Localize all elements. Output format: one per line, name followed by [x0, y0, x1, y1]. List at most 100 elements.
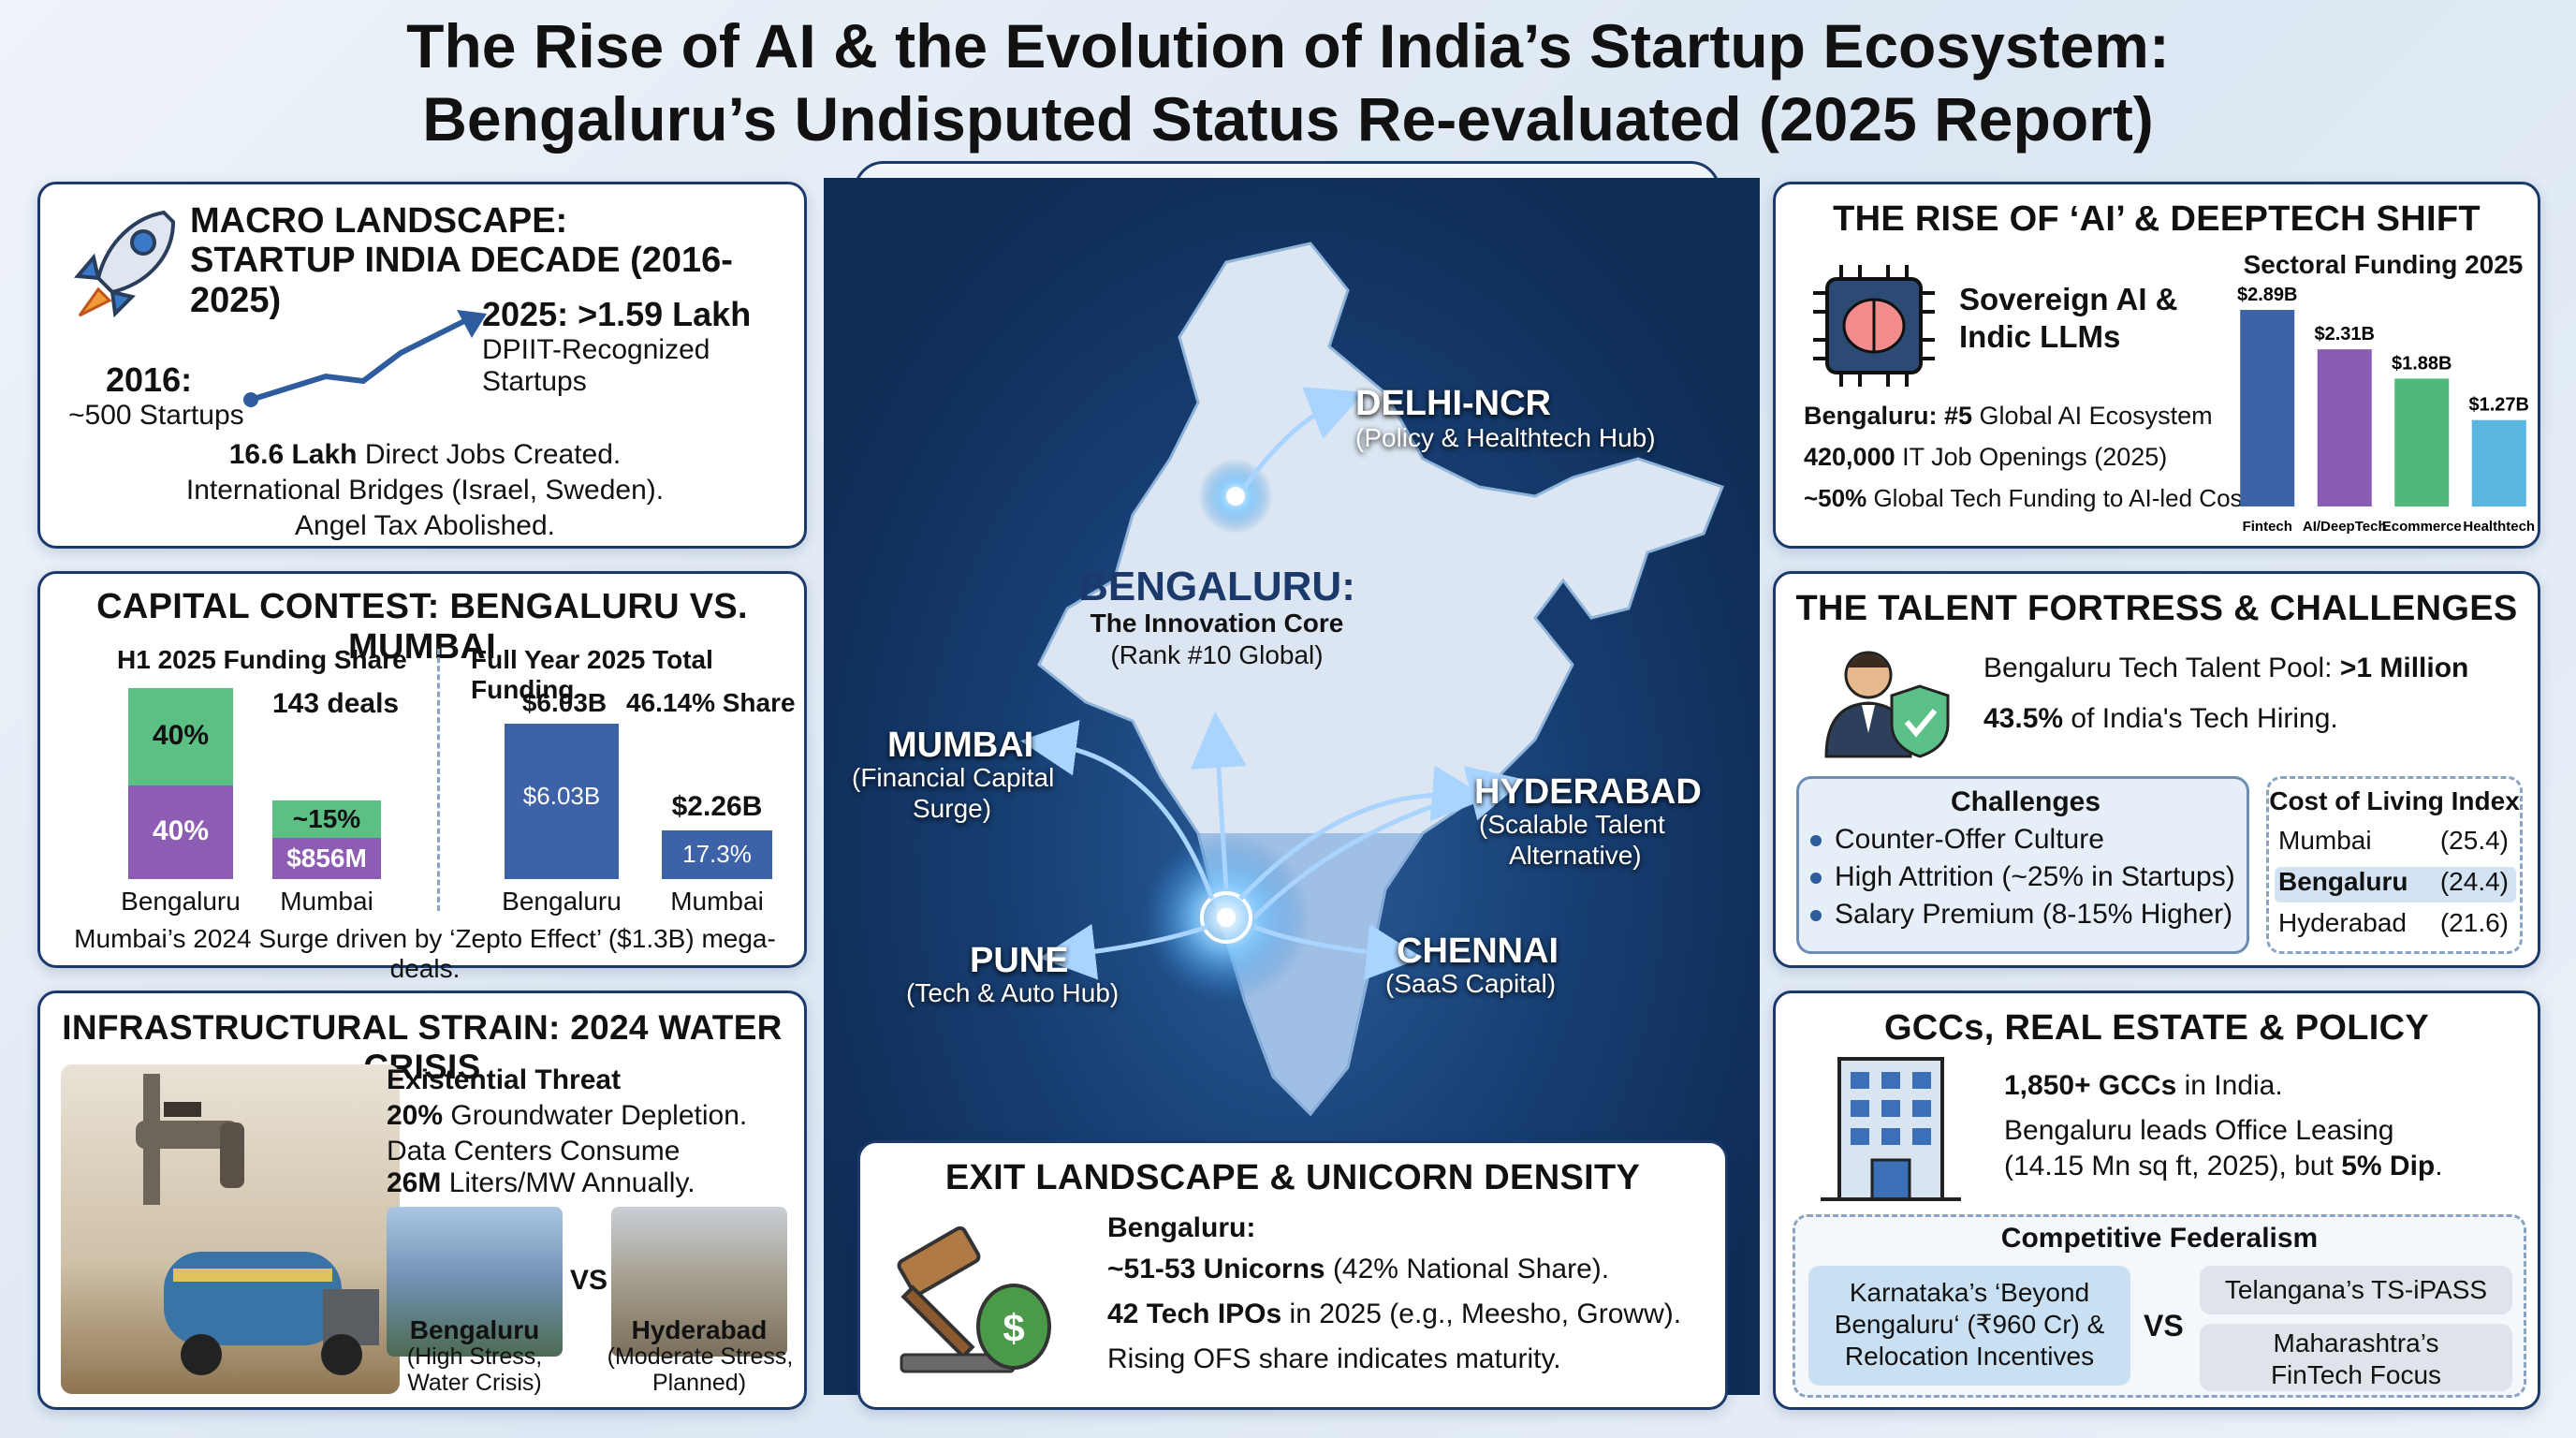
- sector-value-label: $1.88B: [2392, 353, 2452, 374]
- city-pune-sub: (Tech & Auto Hub): [906, 978, 1120, 1007]
- macro-2016: 2016:: [106, 360, 193, 399]
- macro-landscape-panel: MACRO LANDSCAPE: STARTUP INDIA DECADE (2…: [37, 182, 807, 549]
- sector-value-label: $2.89B: [2237, 285, 2298, 305]
- bridges-line: International Bridges (Israel, Sweden).: [185, 475, 665, 506]
- col-row-hyderabad: Hyderabad (21.6): [2278, 908, 2512, 944]
- depletion-rest: Groundwater Depletion.: [443, 1100, 748, 1131]
- office-building-icon: [1821, 1057, 1961, 1201]
- gcc-panel: GCCs, REAL ESTATE & POLICY 1,850+ GCCs i…: [1773, 990, 2540, 1410]
- fy-title: Full Year 2025 Total Funding: [471, 645, 713, 704]
- talent-pool-rest: Bengaluru Tech Talent Pool:: [1983, 653, 2340, 683]
- karnataka-line-1: Karnataka’s ‘Beyond: [1849, 1278, 2090, 1307]
- unicorn-rest: (42% National Share).: [1325, 1254, 1610, 1284]
- challenge-3-text: Salary Premium (8-15% Higher): [1835, 899, 2233, 930]
- growth-arrow: [243, 310, 487, 407]
- svg-text:$: $: [1003, 1306, 1024, 1350]
- water-hyd-name: Hyderabad: [631, 1315, 768, 1344]
- macro-2016-sub: ~500 Startups: [68, 400, 244, 431]
- depletion-line: 20% Groundwater Depletion.: [387, 1100, 747, 1132]
- karnataka-line-3: Relocation Incentives: [1844, 1342, 2095, 1371]
- challenge-1-text: Counter-Offer Culture: [1835, 824, 2104, 855]
- ipo-bold: 42 Tech IPOs: [1107, 1299, 1282, 1329]
- ai-rank-line: Bengaluru: #5 Global AI Ecosystem: [1804, 402, 2213, 431]
- fy-bengaluru-bar: [505, 724, 619, 879]
- sector-value-label: $1.27B: [2469, 395, 2530, 416]
- h1-bengaluru-bottom-label: 40%: [152, 815, 210, 846]
- threat-title: Existential Threat: [387, 1064, 622, 1095]
- ai-rank-bold: Bengaluru: #5: [1804, 402, 1973, 430]
- telangana-box: Telangana’s TS-iPASS: [2200, 1266, 2512, 1314]
- federalism-vs: VS: [2144, 1309, 2184, 1343]
- macro-2025-sub: DPIIT-Recognized Startups: [482, 334, 710, 397]
- challenge-1: Counter-Offer Culture: [1810, 824, 2104, 856]
- sector-category-label: Healthtech: [2463, 519, 2535, 535]
- sector-bar-healthtech: [2471, 419, 2526, 506]
- col-value-mumbai: (25.4): [2439, 826, 2509, 855]
- sector-value-label: $2.31B: [2315, 324, 2376, 345]
- sector-bar-ai-deeptech: [2317, 349, 2372, 506]
- lease-rest: (14.15 Mn sq ft, 2025), but: [2004, 1151, 2342, 1181]
- challenges-title: Challenges: [1950, 786, 2101, 817]
- col-city-bengaluru: Bengaluru: [2278, 867, 2408, 896]
- ai-funding-bold: ~50%: [1804, 484, 1867, 512]
- macro-title-2: STARTUP INDIA DECADE (2016-2025): [190, 241, 733, 320]
- unicorn-line: ~51-53 Unicorns (42% National Share).: [1107, 1254, 1609, 1285]
- gcc-count-rest: in India.: [2176, 1070, 2283, 1101]
- talent-hire-rest: of India's Tech Hiring.: [2063, 703, 2338, 734]
- talent-title: THE TALENT FORTRESS & CHALLENGES: [1795, 589, 2518, 628]
- city-hyderabad-sub2: Alternative): [1509, 841, 1642, 870]
- dc-rest: Liters/MW Annually.: [441, 1167, 695, 1198]
- capital-divider: [437, 649, 440, 911]
- water-blr-name: Bengaluru: [409, 1315, 540, 1344]
- fy-mumbai-label: $2.26B: [671, 791, 763, 822]
- tap-image: [61, 1064, 400, 1394]
- fy-cat-bengaluru: Bengaluru: [502, 887, 622, 916]
- sovereign-2: Indic LLMs: [1959, 319, 2121, 354]
- city-mumbai: MUMBAI: [887, 726, 1034, 765]
- karnataka-line-2: Bengaluru‘ (₹960 Cr) &: [1834, 1310, 2105, 1339]
- macro-2025: 2025: >1.59 Lakh: [482, 295, 752, 333]
- federalism-box: Competitive Federalism Karnataka’s ‘Beyo…: [1793, 1214, 2526, 1398]
- exit-city: Bengaluru:: [1107, 1212, 1256, 1243]
- water-hyd-sub2: Planned): [651, 1370, 747, 1396]
- h1-title: H1 2025 Funding Share: [117, 645, 407, 674]
- city-chennai-sub: (SaaS Capital): [1385, 969, 1557, 998]
- water-hyd-sub1: (Moderate Stress,: [607, 1343, 794, 1370]
- fy-cat-mumbai: Mumbai: [670, 887, 764, 916]
- h1-mumbai-bottom: [272, 838, 381, 879]
- capital-footnote: Mumbai’s 2024 Surge driven by ‘Zepto Eff…: [74, 924, 776, 983]
- title-line-1: The Rise of AI & the Evolution of India’…: [406, 11, 2170, 81]
- capital-title: CAPITAL CONTEST: BENGALURU VS. MUMBAI: [96, 587, 748, 667]
- exit-landscape-panel: EXIT LANDSCAPE & UNICORN DENSITY $ Benga…: [857, 1140, 1728, 1410]
- talent-pool-bold: >1 Million: [2339, 653, 2469, 683]
- title-line-2: Bengaluru’s Undisputed Status Re-evaluat…: [422, 84, 2154, 154]
- maharashtra-box: Maharashtra’s FinTech Focus: [2200, 1324, 2512, 1391]
- talent-panel: THE TALENT FORTRESS & CHALLENGES Bengalu…: [1773, 571, 2540, 968]
- sector-chart-title: Sectoral Funding 2025: [2243, 250, 2524, 279]
- ai-deeptech-panel: THE RISE OF ‘AI’ & DEEPTECH SHIFT Sovere…: [1773, 182, 2540, 549]
- lease-line-1: Bengaluru leads Office Leasing: [2004, 1115, 2394, 1146]
- ofs-line: Rising OFS share indicates maturity.: [1107, 1343, 1561, 1374]
- fy-bengaluru-inner: $6.03B: [522, 782, 601, 810]
- talent-hire-bold: 43.5%: [1983, 703, 2064, 734]
- city-delhi: DELHI-NCR: [1355, 384, 1551, 423]
- maharashtra-line-1: Maharashtra’s: [2273, 1328, 2439, 1357]
- page-title: The Rise of AI & the Evolution of India’…: [0, 9, 2576, 155]
- cost-of-living-box: Cost of Living Index Mumbai (25.4) Benga…: [2266, 776, 2523, 954]
- sovereign-1: Sovereign AI &: [1959, 282, 2178, 316]
- talent-pool-line: Bengaluru Tech Talent Pool: >1 Million: [1983, 653, 2468, 684]
- karnataka-box: Karnataka’s ‘Beyond Bengaluru‘ (₹960 Cr)…: [1808, 1266, 2130, 1386]
- ai-jobs-bold: 420,000: [1804, 443, 1895, 471]
- ai-funding-rest: Global Tech Funding to AI-led Cos.: [1866, 484, 2249, 512]
- col-value-bengaluru: (24.4): [2439, 867, 2509, 896]
- col-title: Cost of Living Index: [2269, 786, 2520, 815]
- h1-cat-mumbai: Mumbai: [280, 887, 373, 916]
- india-outline: [1037, 242, 1724, 1117]
- h1-bengaluru-top: [128, 688, 233, 785]
- dc-bold: 26M: [387, 1167, 442, 1198]
- lease-end: .: [2435, 1151, 2443, 1181]
- ai-funding-line: ~50% Global Tech Funding to AI-led Cos.: [1804, 484, 2249, 513]
- h1-mumbai-top-label: ~15%: [292, 804, 361, 833]
- depletion-bold: 20%: [387, 1100, 444, 1131]
- city-hyderabad-sub1: (Scalable Talent: [1479, 810, 1665, 839]
